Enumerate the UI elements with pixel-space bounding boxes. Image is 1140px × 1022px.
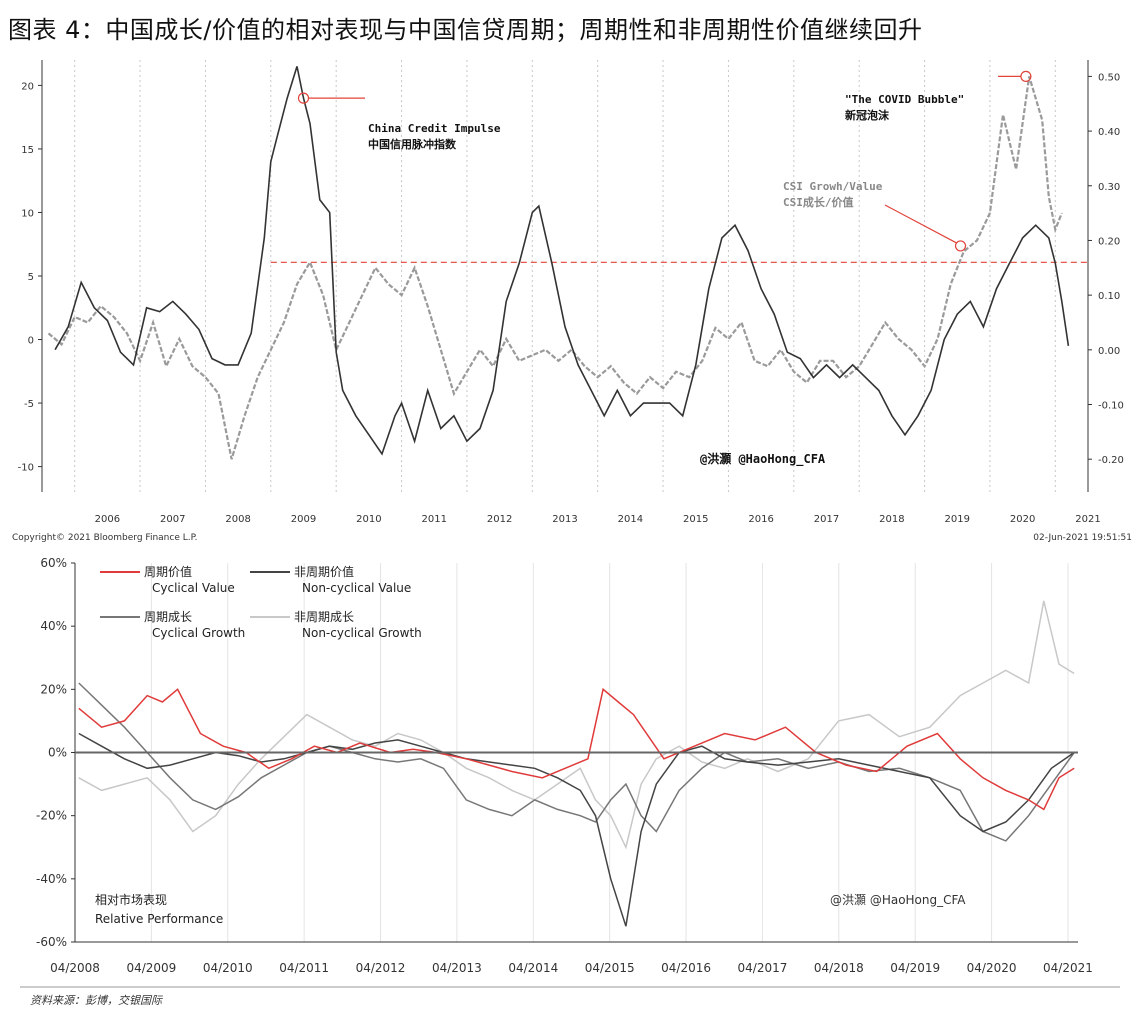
- source-note: 资料来源：彭博，交银国际: [30, 994, 162, 1007]
- series-cyclical-value: [78, 687, 1075, 811]
- x-tick-label: 2012: [487, 514, 512, 525]
- y-tick-label: -20%: [36, 809, 67, 823]
- x-tick-label: 04/2014: [508, 961, 558, 975]
- legend-label-cn: 非周期价值: [294, 564, 354, 579]
- gv-label-cn: CSI成长/价值: [783, 195, 854, 209]
- legend-label-en: Non-cyclical Growth: [302, 626, 422, 640]
- y-tick-label-left: -5: [24, 399, 34, 410]
- y-tick-label-right: 0.40: [1098, 127, 1120, 138]
- x-tick-label: 04/2009: [126, 961, 176, 975]
- x-tick-label: 2020: [1010, 514, 1035, 525]
- x-tick-label: 04/2019: [890, 961, 940, 975]
- x-tick-label: 2007: [160, 514, 185, 525]
- copyright: Copyright© 2021 Bloomberg Finance L.P.: [12, 533, 197, 543]
- covid-label-cn: 新冠泡沫: [845, 108, 890, 122]
- x-tick-label: 04/2008: [50, 961, 100, 975]
- covid-label: "The COVID Bubble": [845, 93, 964, 106]
- x-tick-label: 2017: [814, 514, 839, 525]
- legend-label-en: Cyclical Value: [152, 581, 235, 595]
- x-tick-label: 2011: [422, 514, 447, 525]
- y-tick-label: 0%: [48, 746, 67, 760]
- x-tick-label: 2016: [748, 514, 773, 525]
- x-tick-label: 2009: [291, 514, 316, 525]
- gv-leader: [884, 204, 957, 244]
- legend-label-cn: 非周期成长: [294, 610, 354, 624]
- x-tick-label: 04/2018: [814, 961, 864, 975]
- watermark: @洪灝 @HaoHong_CFA: [700, 451, 826, 467]
- series-csi-growth-value: [47, 76, 1063, 460]
- x-tick-label: 04/2011: [279, 961, 329, 975]
- x-tick-label: 2021: [1075, 514, 1100, 525]
- x-tick-label: 04/2010: [203, 961, 253, 975]
- y-tick-label: 60%: [40, 556, 67, 570]
- y-tick-label-right: 0.50: [1098, 72, 1120, 83]
- x-tick-label: 2018: [879, 514, 904, 525]
- series-noncyclical-growth: [78, 600, 1075, 850]
- series-cyclical-growth: [78, 682, 1075, 842]
- timestamp: 02-Jun-2021 19:51:51: [1033, 533, 1132, 543]
- x-tick-label: 2006: [95, 514, 120, 525]
- x-tick-label: 04/2012: [356, 961, 406, 975]
- credit-impulse-chart: 2006 2007 2008 2009 2010 2011 2012 2013 2014 2015…: [12, 60, 1132, 543]
- x-tick-label: 04/2021: [1043, 961, 1093, 975]
- y-tick-label: -40%: [36, 872, 67, 886]
- impulse-label-cn: 中国信用脉冲指数: [368, 137, 457, 151]
- legend-label-cn: 周期成长: [144, 610, 192, 624]
- y-tick-label-left: 20: [21, 81, 34, 92]
- y-tick-label-left: 0: [28, 336, 34, 347]
- y-tick-label-right: 0.10: [1098, 291, 1120, 302]
- legend-label-en: Non-cyclical Value: [302, 581, 411, 595]
- y-tick-label-right: 0.20: [1098, 236, 1120, 247]
- gv-marker: [954, 240, 967, 252]
- covid-marker: [1020, 70, 1032, 83]
- x-tick-label: 2019: [945, 514, 970, 525]
- chart-title: Relative Performance: [95, 912, 223, 926]
- y-tick-label: 40%: [40, 619, 67, 633]
- y-tick-label: -60%: [36, 935, 67, 949]
- series-credit-impulse: [54, 66, 1070, 456]
- x-tick-label: 04/2016: [661, 961, 711, 975]
- y-tick-label-left: 15: [21, 145, 34, 156]
- y-tick-label: 20%: [40, 682, 67, 696]
- series-noncyclical-value: [78, 732, 1075, 927]
- x-tick-label: 2014: [618, 514, 643, 525]
- x-tick-label: 04/2017: [738, 961, 788, 975]
- y-tick-label-right: -0.10: [1098, 401, 1124, 412]
- y-tick-label-right: 0.30: [1098, 182, 1120, 193]
- x-tick-label: 2010: [356, 514, 381, 525]
- x-tick-label: 04/2020: [967, 961, 1017, 975]
- chart-title-cn: 相对市场表现: [95, 892, 167, 907]
- legend-label-en: Cyclical Growth: [152, 626, 245, 640]
- y-tick-label-right: 0.00: [1098, 346, 1120, 357]
- x-tick-label: 04/2013: [432, 961, 482, 975]
- gv-label: CSI Growh/Value: [783, 180, 883, 193]
- x-tick-label: 2008: [225, 514, 250, 525]
- watermark: @洪灝 @HaoHong_CFA: [830, 892, 966, 907]
- y-tick-label-right: -0.20: [1098, 455, 1124, 466]
- figure-title: 图表 4：中国成长/价值的相对表现与中国信贷周期；周期性和非周期性价值继续回升: [8, 16, 923, 44]
- legend-label-cn: 周期价值: [144, 564, 192, 579]
- y-tick-label-left: -10: [18, 463, 34, 474]
- x-tick-label: 04/2015: [585, 961, 635, 975]
- y-tick-label-left: 5: [28, 272, 34, 283]
- y-tick-label-left: 10: [21, 208, 34, 219]
- x-tick-label: 2015: [683, 514, 708, 525]
- x-tick-label: 2013: [552, 514, 577, 525]
- impulse-label: China Credit Impulse: [368, 122, 501, 135]
